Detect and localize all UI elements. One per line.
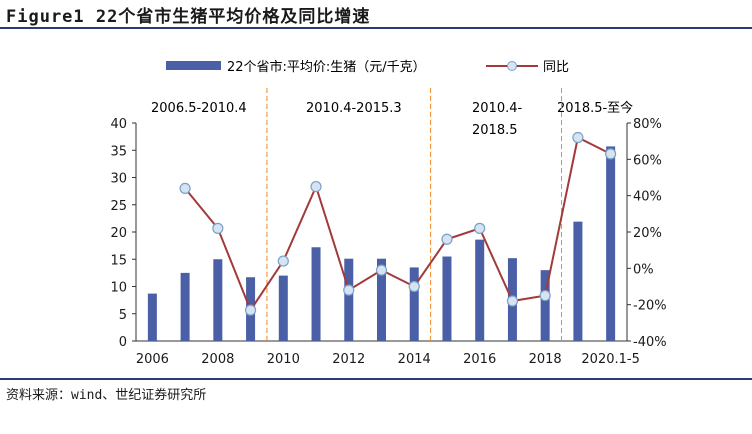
y-left-tick-label: 20 xyxy=(110,226,127,241)
period-label-2: 2010.4-2015.3 xyxy=(306,101,402,116)
legend: 22个省市:平均价:生猪（元/千克） 同比 xyxy=(166,59,569,75)
period-label-3b: 2018.5 xyxy=(472,123,518,138)
x-tick-label: 2018 xyxy=(529,352,562,367)
yoy-point xyxy=(310,180,322,193)
plot-area: 0510152025303540-40%-20%0%20%40%60%80%20… xyxy=(110,88,667,367)
yoy-point xyxy=(244,304,257,316)
bar xyxy=(311,247,321,341)
yoy-point xyxy=(506,295,519,307)
y-left-tick-label: 25 xyxy=(110,199,127,214)
period-label-4: 2018.5-至今 xyxy=(557,100,633,116)
y-right-tick-label: -40% xyxy=(633,335,667,350)
bar xyxy=(344,258,354,341)
yoy-point xyxy=(343,284,355,296)
bar xyxy=(475,239,485,341)
period-labels: 2006.5-2010.4 2010.4-2015.3 2010.4- 2018… xyxy=(151,100,633,138)
x-tick-label: 2016 xyxy=(463,352,496,367)
bar xyxy=(213,259,223,341)
y-right-tick-label: 40% xyxy=(633,190,662,205)
figure-title: Figure1 22个省市生猪平均价格及同比增速 xyxy=(6,7,371,27)
x-tick-label: 2010 xyxy=(267,352,300,367)
y-left-tick-label: 15 xyxy=(110,253,127,268)
period-label-3a: 2010.4- xyxy=(472,101,522,116)
period-label-1: 2006.5-2010.4 xyxy=(151,101,247,116)
legend-bar-label: 22个省市:平均价:生猪（元/千克） xyxy=(227,59,426,75)
legend-line-label: 同比 xyxy=(543,60,569,75)
bar xyxy=(180,272,190,341)
yoy-point xyxy=(277,255,289,267)
yoy-point xyxy=(539,289,551,302)
yoy-point xyxy=(375,264,388,276)
y-right-tick-label: -20% xyxy=(633,299,667,314)
bar xyxy=(147,293,157,341)
yoy-point xyxy=(572,131,584,144)
legend-bar-swatch xyxy=(166,61,221,70)
legend-line-marker xyxy=(507,61,517,71)
x-tick-label: 2020.1-5 xyxy=(581,352,639,367)
yoy-point xyxy=(408,280,420,293)
bar xyxy=(442,256,452,341)
x-tick-label: 2014 xyxy=(398,352,431,367)
yoy-point xyxy=(179,182,191,194)
y-left-tick-label: 0 xyxy=(119,335,127,350)
source-rule xyxy=(0,378,752,380)
y-left-tick-label: 35 xyxy=(110,144,127,159)
yoy-point xyxy=(474,222,486,234)
y-left-tick-label: 30 xyxy=(110,172,127,187)
bar xyxy=(573,221,583,341)
y-right-tick-label: 60% xyxy=(633,153,662,168)
bar xyxy=(540,270,550,341)
yoy-point xyxy=(441,233,453,245)
y-left-tick-label: 10 xyxy=(110,281,127,296)
x-tick-label: 2006 xyxy=(136,352,169,367)
bar xyxy=(377,258,386,341)
bar xyxy=(606,146,616,341)
y-right-tick-label: 80% xyxy=(633,117,662,132)
chart: 22个省市:平均价:生猪（元/千克） 同比 2006.5-2010.4 2010… xyxy=(110,59,667,367)
title-rule xyxy=(0,27,752,29)
x-tick-label: 2008 xyxy=(201,352,234,367)
y-right-tick-label: 0% xyxy=(633,262,654,277)
y-left-tick-label: 40 xyxy=(110,117,127,132)
bar xyxy=(409,267,419,341)
y-left-tick-label: 5 xyxy=(119,308,127,323)
source-note: 资料来源：wind、世纪证券研究所 xyxy=(6,388,207,403)
y-right-tick-label: 20% xyxy=(633,226,662,241)
yoy-point xyxy=(212,222,224,234)
bar xyxy=(278,275,288,341)
yoy-point xyxy=(605,148,617,160)
x-tick-label: 2012 xyxy=(332,352,365,367)
